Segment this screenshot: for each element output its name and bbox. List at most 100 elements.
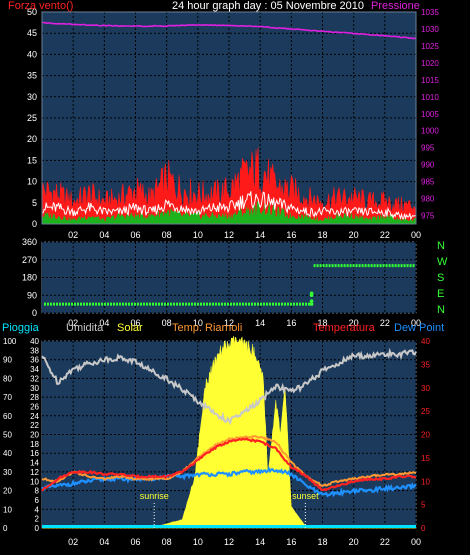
pressure-y-tick: 1005 [421,110,439,119]
humidity-series [41,347,417,426]
mid-x-tick: 08 [162,318,172,328]
temp-y-tick: 15 [421,454,430,463]
pressure-y-tick: 1010 [421,93,439,102]
wind-y-tick: 20 [27,134,37,144]
bot-x-tick: 02 [68,537,78,547]
rain-y-tick: 20 [30,431,39,440]
sunrise-label: sunrise [140,491,169,501]
legend-umidita: Umidita [66,322,104,334]
rain-y-tick: 36 [30,356,39,365]
bot-x-tick: 10 [193,537,203,547]
temp-y-tick: 30 [421,384,430,393]
rain-y-tick: 2 [35,515,40,524]
rain-y-tick: 8 [35,487,40,496]
humidity-y-tick: 80 [3,374,12,383]
mid-x-tick: 18 [317,318,327,328]
legend-pioggia: Pioggia [2,322,40,334]
compass-label-e: E [437,288,444,300]
pressure-y-tick: 1035 [421,8,439,17]
bot-x-tick: 18 [317,537,327,547]
wind-y-tick: 25 [27,113,37,123]
bot-x-tick: 00 [411,537,421,547]
mid-x-tick: 14 [255,318,265,328]
bot-x-tick: 12 [224,537,234,547]
direction-y-tick: 270 [22,255,37,265]
panel-border [41,11,417,225]
direction-point [309,302,314,306]
legend-temperatura: Temperatura [313,322,376,334]
top-x-tick: 00 [411,230,421,240]
temp-riarnoli-series [41,434,416,487]
top-x-tick: 18 [317,230,327,240]
mid-x-tick: 06 [130,318,140,328]
bot-x-tick: 14 [255,537,265,547]
avg-wind-series [42,200,416,224]
pressure-y-tick: 1030 [421,25,439,34]
compass-label-w: W [437,256,448,268]
pressure-series [41,21,417,40]
rain-y-tick: 12 [30,468,39,477]
humidity-y-tick: 10 [3,505,12,514]
mid-x-tick: 10 [193,318,203,328]
mid-x-tick: 20 [349,318,359,328]
sunset-label: sunset [292,491,319,501]
wind-y-tick: 45 [27,28,37,38]
bot-x-tick: 22 [380,537,390,547]
wind-y-tick: 35 [27,71,37,81]
wind-y-tick: 40 [27,49,37,59]
temp-y-tick: 0 [421,524,426,533]
rain-y-tick: 18 [30,440,39,449]
top-x-tick: 16 [286,230,296,240]
temp-y-tick: 40 [421,337,430,346]
direction-y-tick: 0 [32,308,37,318]
temp-y-tick: 10 [421,477,430,486]
compass-label-n-top: N [437,240,445,252]
pressure-y-tick: 1015 [421,76,439,85]
direction-y-tick: 360 [22,237,37,247]
humidity-y-tick: 30 [3,468,12,477]
temperature-series [41,437,417,492]
top-x-tick: 06 [130,230,140,240]
bot-x-tick: 06 [130,537,140,547]
pressure-axis-label: Pressione [371,0,420,12]
humidity-y-tick: 0 [3,524,8,533]
humidity-y-tick: 60 [3,412,12,421]
rain-y-tick: 10 [30,477,39,486]
bot-x-tick: 08 [162,537,172,547]
top-x-tick: 22 [380,230,390,240]
rain-y-tick: 38 [30,346,39,355]
temp-y-tick: 5 [421,501,426,510]
wind-direction-panel [42,242,416,313]
pressure-y-tick: 980 [421,195,435,204]
top-x-tick: 04 [99,230,109,240]
humidity-y-tick: 100 [3,337,17,346]
wind-axis-label: Forza vento() [8,0,73,12]
temp-y-tick: 25 [421,407,430,416]
rain-y-tick: 16 [30,449,39,458]
rain-y-tick: 28 [30,393,39,402]
mid-x-tick: 12 [224,318,234,328]
legend-solar: Solar [117,322,143,334]
top-x-tick: 14 [255,230,265,240]
mid-x-tick: 00 [411,318,421,328]
mid-x-tick: 16 [286,318,296,328]
wind-y-tick: 30 [27,92,37,102]
bot-x-tick: 04 [99,537,109,547]
pressure-y-tick: 1025 [421,42,439,51]
mid-x-tick: 02 [68,318,78,328]
rain-y-tick: 6 [35,496,40,505]
top-x-tick: 12 [224,230,234,240]
pressure-y-tick: 1000 [421,127,439,136]
rain-y-tick: 32 [30,374,39,383]
wind-y-tick: 15 [27,155,37,165]
top-x-tick: 10 [193,230,203,240]
humidity-y-tick: 50 [3,431,12,440]
pressure-y-tick: 990 [421,161,435,170]
top-x-tick: 08 [162,230,172,240]
humidity-y-tick: 40 [3,449,12,458]
direction-y-tick: 90 [27,290,37,300]
direction-point [309,291,314,296]
dew-point-series [40,466,417,498]
pressure-y-tick: 995 [421,144,435,153]
humidity-y-tick: 20 [3,487,12,496]
